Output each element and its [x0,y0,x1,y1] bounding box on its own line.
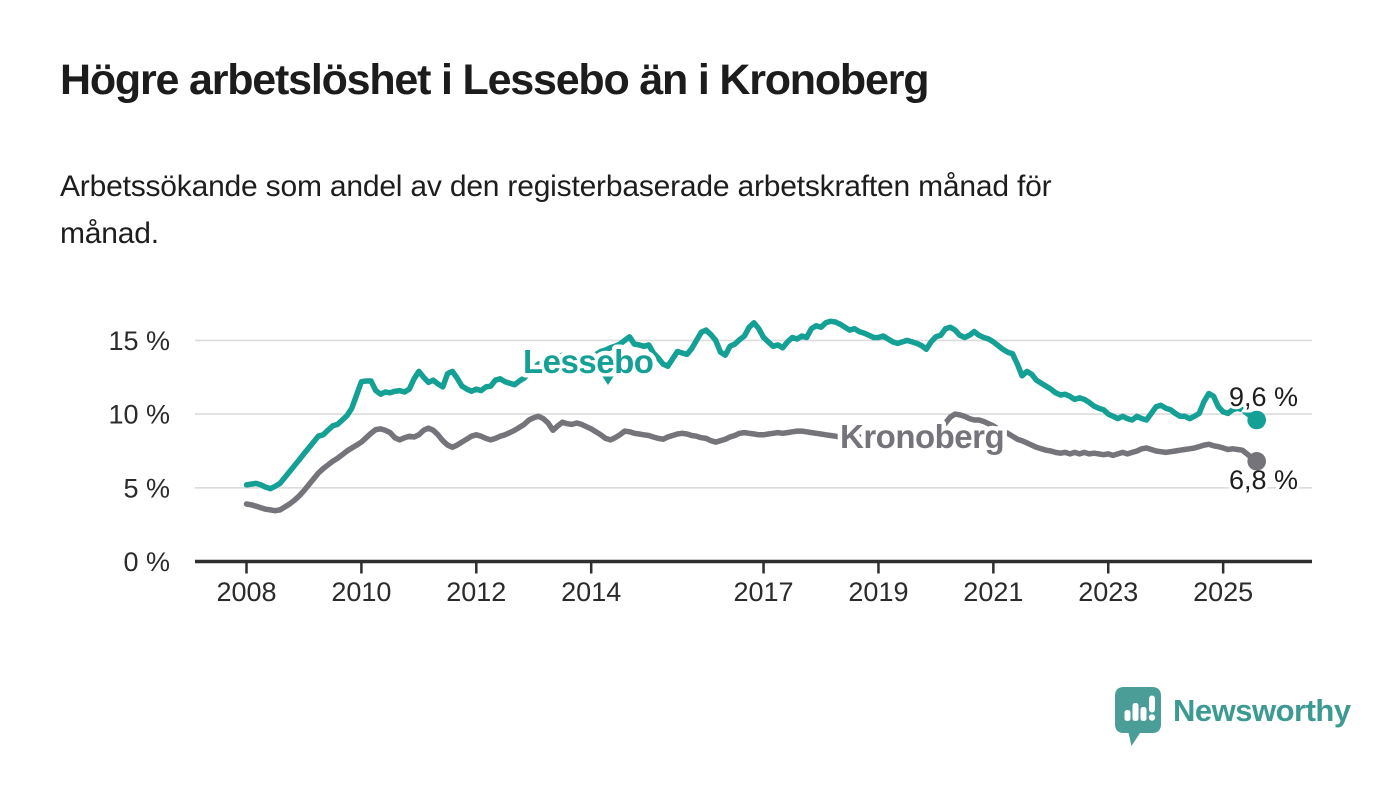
subtitle-line-2: månad. [60,217,159,250]
newsworthy-logo: Newsworthy [1114,686,1351,748]
subtitle-line-1: Arbetssökande som andel av den registerb… [60,170,1052,203]
exclamation-bar [1149,695,1155,713]
y-axis-label: 10 % [108,400,170,430]
page-title: Högre arbetslöshet i Lessebo än i Kronob… [60,56,930,104]
series-label-kronoberg: Kronoberg [840,418,1004,455]
x-axis-label: 2021 [963,577,1023,607]
x-axis-label: 2010 [331,577,391,607]
bar-2 [1132,703,1139,721]
bar-3 [1140,707,1147,721]
series-line-kronoberg [243,411,1260,514]
newsworthy-speech-bubble-bar-chart-icon [1115,687,1161,746]
x-axis-label: 2023 [1078,577,1138,607]
exclamation-dot [1148,714,1156,721]
series-label-lessebo: Lessebo [523,343,653,380]
x-axis-label: 2025 [1193,577,1253,607]
triangle-down-icon [602,376,614,385]
series-line-lessebo [243,318,1260,492]
x-axis-label: 2017 [734,577,794,607]
y-axis-label: 0 % [123,547,170,577]
x-axis-label: 2012 [446,577,506,607]
end-value-label-kronoberg: 6,8 % [1229,465,1298,495]
end-dot-kronoberg [1247,452,1266,471]
end-value-label-lessebo: 9,6 % [1229,382,1298,412]
x-axis-label: 2014 [561,577,621,607]
bar-1 [1124,710,1131,721]
page-subtitle: Arbetssökande som andel av den registerb… [60,163,1052,257]
x-axis-label: 2019 [848,577,908,607]
end-dot-lessebo [1247,410,1266,430]
y-axis-label: 5 % [123,473,170,503]
y-axis-label: 15 % [108,326,170,356]
newsworthy-wordmark: Newsworthy [1173,693,1351,728]
x-axis-label: 2008 [216,577,276,607]
